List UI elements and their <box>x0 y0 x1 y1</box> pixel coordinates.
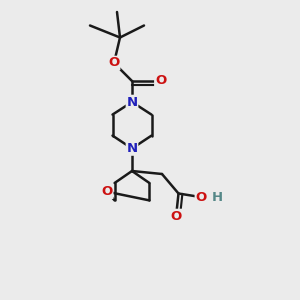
Text: O: O <box>155 74 166 88</box>
Text: O: O <box>170 209 182 223</box>
Text: N: N <box>126 95 138 109</box>
Text: N: N <box>126 142 138 155</box>
Text: O: O <box>195 190 207 204</box>
Text: H: H <box>212 190 223 204</box>
Text: O: O <box>101 185 113 198</box>
Text: O: O <box>108 56 120 70</box>
